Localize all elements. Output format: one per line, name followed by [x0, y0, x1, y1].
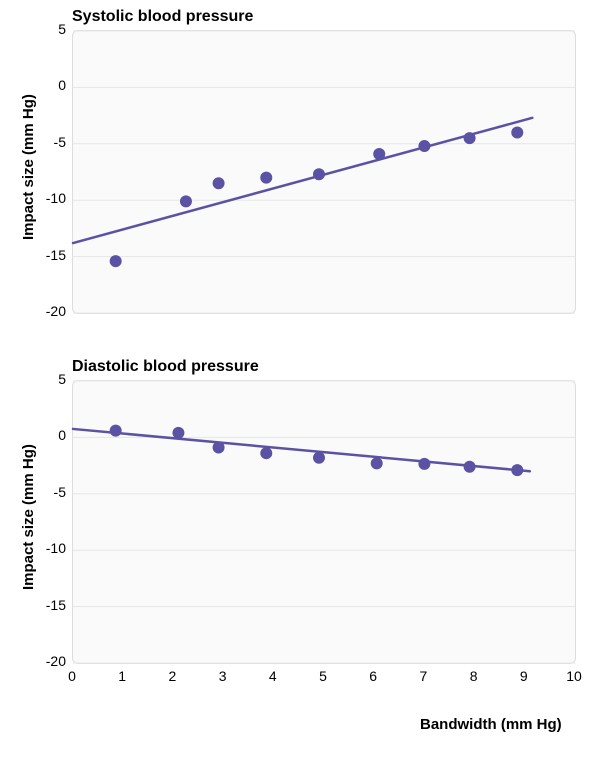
x-tick-label: 0 — [57, 668, 87, 684]
diastolic-y-tick-label: 5 — [26, 371, 66, 387]
diastolic-data-point — [213, 442, 225, 454]
systolic-y-tick-label: -20 — [26, 303, 66, 319]
diastolic-y-axis-label: Impact size (mm Hg) — [20, 444, 37, 590]
systolic-y-tick-label: 5 — [26, 21, 66, 37]
x-tick-label: 5 — [308, 668, 338, 684]
x-tick-label: 6 — [358, 668, 388, 684]
x-tick-label: 10 — [559, 668, 589, 684]
systolic-y-tick-label: -15 — [26, 247, 66, 263]
systolic-y-tick-label: -10 — [26, 190, 66, 206]
systolic-data-point — [260, 172, 272, 184]
diastolic-y-tick-label: -5 — [26, 484, 66, 500]
systolic-data-point — [464, 132, 476, 144]
systolic-data-point — [180, 195, 192, 207]
systolic-data-point — [313, 168, 325, 180]
diastolic-data-point — [110, 425, 122, 437]
systolic-data-point — [373, 148, 385, 160]
systolic-chart-svg — [73, 31, 575, 313]
diastolic-chart-title: Diastolic blood pressure — [72, 358, 259, 376]
diastolic-data-point — [172, 427, 184, 439]
diastolic-y-tick-label: 0 — [26, 427, 66, 443]
x-tick-label: 4 — [258, 668, 288, 684]
diastolic-plot-area — [72, 380, 576, 664]
diastolic-data-point — [464, 461, 476, 473]
diastolic-y-tick-label: -15 — [26, 597, 66, 613]
systolic-y-tick-label: -5 — [26, 134, 66, 150]
diastolic-data-point — [418, 458, 430, 470]
x-tick-label: 3 — [208, 668, 238, 684]
systolic-plot-area — [72, 30, 576, 314]
diastolic-y-tick-label: -10 — [26, 540, 66, 556]
systolic-data-point — [511, 127, 523, 139]
systolic-data-point — [213, 177, 225, 189]
x-tick-label: 2 — [157, 668, 187, 684]
x-tick-label: 7 — [408, 668, 438, 684]
systolic-data-point — [110, 255, 122, 267]
systolic-y-tick-label: 0 — [26, 77, 66, 93]
diastolic-y-tick-label: -20 — [26, 653, 66, 669]
diastolic-regression-line — [73, 429, 530, 471]
systolic-regression-line — [73, 118, 532, 243]
systolic-data-point — [418, 140, 430, 152]
diastolic-data-point — [260, 447, 272, 459]
x-tick-label: 8 — [459, 668, 489, 684]
systolic-y-axis-label: Impact size (mm Hg) — [20, 94, 37, 240]
diastolic-chart-svg — [73, 381, 575, 663]
x-tick-label: 9 — [509, 668, 539, 684]
diastolic-data-point — [511, 464, 523, 476]
diastolic-data-point — [313, 452, 325, 464]
x-axis-label: Bandwidth (mm Hg) — [420, 716, 562, 733]
systolic-chart-title: Systolic blood pressure — [72, 8, 253, 26]
diastolic-data-point — [371, 457, 383, 469]
x-tick-label: 1 — [107, 668, 137, 684]
